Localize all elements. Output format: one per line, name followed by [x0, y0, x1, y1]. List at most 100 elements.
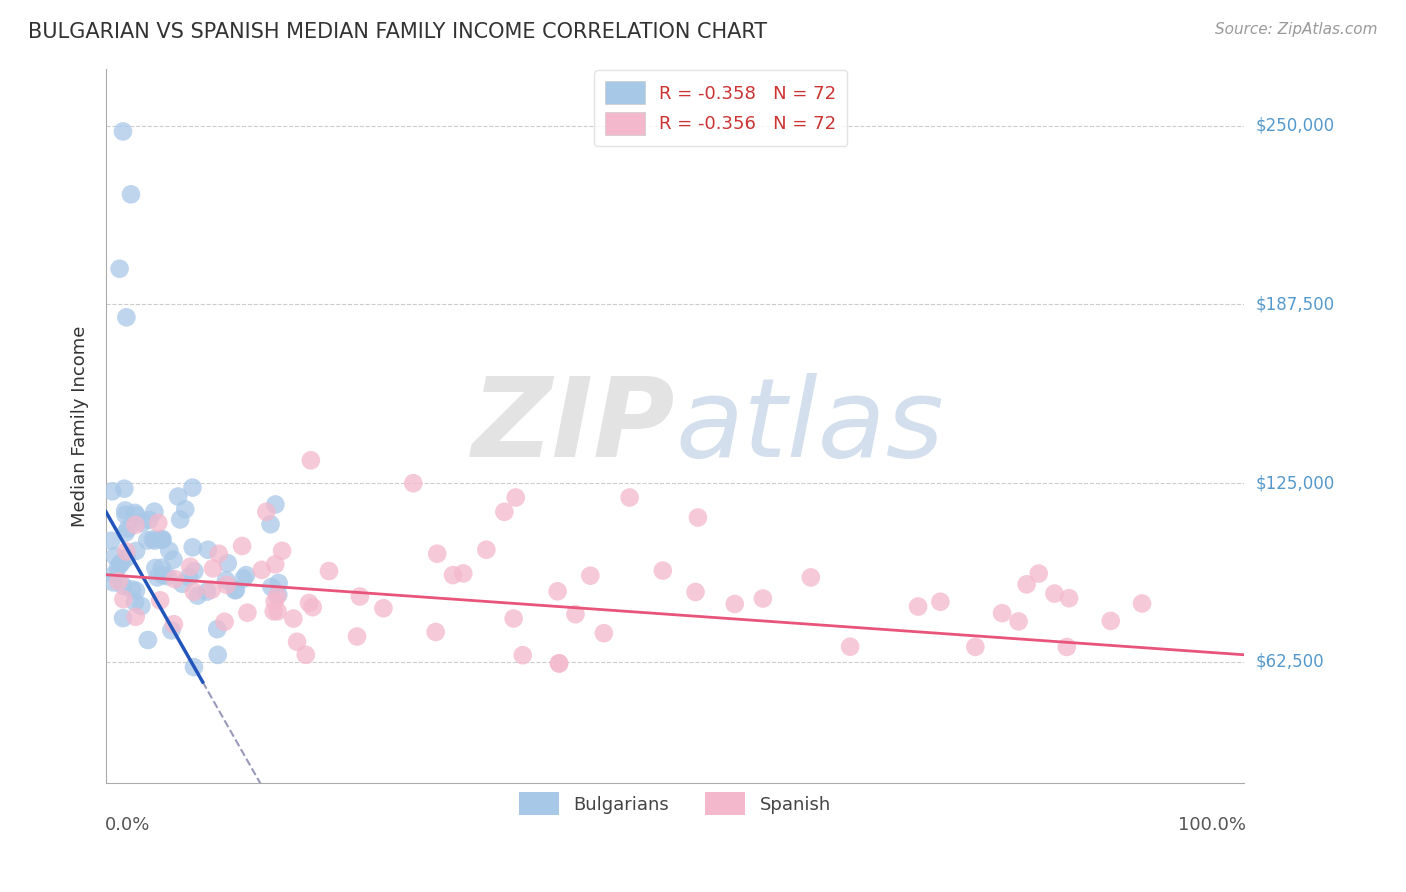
Point [205, 622, 228, 636]
Point [179, 559, 201, 574]
Point [299, 453, 322, 467]
Point [254, 505, 277, 519]
Point [1057, 591, 1080, 606]
Point [402, 476, 425, 491]
Point [651, 564, 673, 578]
Point [1130, 597, 1153, 611]
Point [217, 556, 239, 570]
Point [108, 557, 131, 571]
Point [346, 630, 368, 644]
Point [148, 516, 170, 530]
Point [373, 601, 395, 615]
Point [547, 584, 569, 599]
Point [150, 532, 173, 546]
Point [124, 518, 146, 533]
Point [564, 607, 586, 622]
Point [117, 521, 139, 535]
Point [285, 634, 308, 648]
Point [441, 568, 464, 582]
Point [800, 570, 823, 584]
Point [201, 561, 224, 575]
Point [548, 657, 571, 671]
Point [111, 611, 134, 625]
Point [114, 508, 136, 522]
Point [250, 563, 273, 577]
Point [686, 510, 709, 524]
Point [349, 590, 371, 604]
Text: 0.0%: 0.0% [105, 815, 150, 834]
Point [260, 580, 283, 594]
Text: $187,500: $187,500 [1256, 295, 1334, 313]
Point [1007, 615, 1029, 629]
Point [163, 572, 186, 586]
Point [512, 648, 534, 663]
Point [108, 261, 131, 276]
Point [146, 570, 169, 584]
Point [156, 569, 179, 583]
Point [231, 539, 253, 553]
Point [103, 567, 125, 582]
Point [157, 543, 180, 558]
Point [131, 599, 153, 613]
Point [264, 498, 287, 512]
Point [224, 583, 246, 598]
Point [112, 592, 135, 607]
Point [124, 595, 146, 609]
Point [965, 640, 987, 654]
Point [112, 482, 135, 496]
Text: 100.0%: 100.0% [1178, 815, 1246, 834]
Point [215, 578, 238, 592]
Point [236, 606, 259, 620]
Point [263, 594, 285, 608]
Point [172, 576, 194, 591]
Point [187, 589, 209, 603]
Point [136, 533, 159, 548]
Point [907, 599, 929, 614]
Point [152, 532, 174, 546]
Point [110, 556, 132, 570]
Point [183, 584, 205, 599]
Point [131, 516, 153, 530]
Point [264, 558, 287, 572]
Point [494, 505, 516, 519]
Point [169, 512, 191, 526]
Point [266, 604, 288, 618]
Point [1015, 577, 1038, 591]
Point [125, 508, 148, 523]
Point [505, 491, 527, 505]
Point [101, 484, 124, 499]
Point [1056, 640, 1078, 654]
Point [267, 588, 290, 602]
Point [197, 542, 219, 557]
Point [107, 574, 129, 589]
Point [294, 648, 316, 662]
Point [271, 543, 294, 558]
Point [298, 596, 321, 610]
Text: ZIP: ZIP [471, 373, 675, 480]
Point [207, 648, 229, 662]
Point [301, 600, 323, 615]
Point [125, 609, 148, 624]
Point [111, 578, 134, 592]
Point [138, 513, 160, 527]
Point [259, 517, 281, 532]
Point [120, 187, 142, 202]
Point [149, 593, 172, 607]
Point [208, 547, 231, 561]
Point [266, 589, 288, 603]
Point [724, 597, 747, 611]
Point [143, 533, 166, 548]
Point [502, 611, 524, 625]
Point [215, 573, 238, 587]
Point [177, 570, 200, 584]
Point [183, 564, 205, 578]
Point [136, 632, 159, 647]
Point [103, 575, 125, 590]
Point [991, 606, 1014, 620]
Point [152, 568, 174, 582]
Point [225, 582, 247, 597]
Point [160, 624, 183, 638]
Text: BULGARIAN VS SPANISH MEDIAN FAMILY INCOME CORRELATION CHART: BULGARIAN VS SPANISH MEDIAN FAMILY INCOM… [28, 22, 768, 42]
Legend: Bulgarians, Spanish: Bulgarians, Spanish [510, 783, 839, 824]
Point [752, 591, 775, 606]
